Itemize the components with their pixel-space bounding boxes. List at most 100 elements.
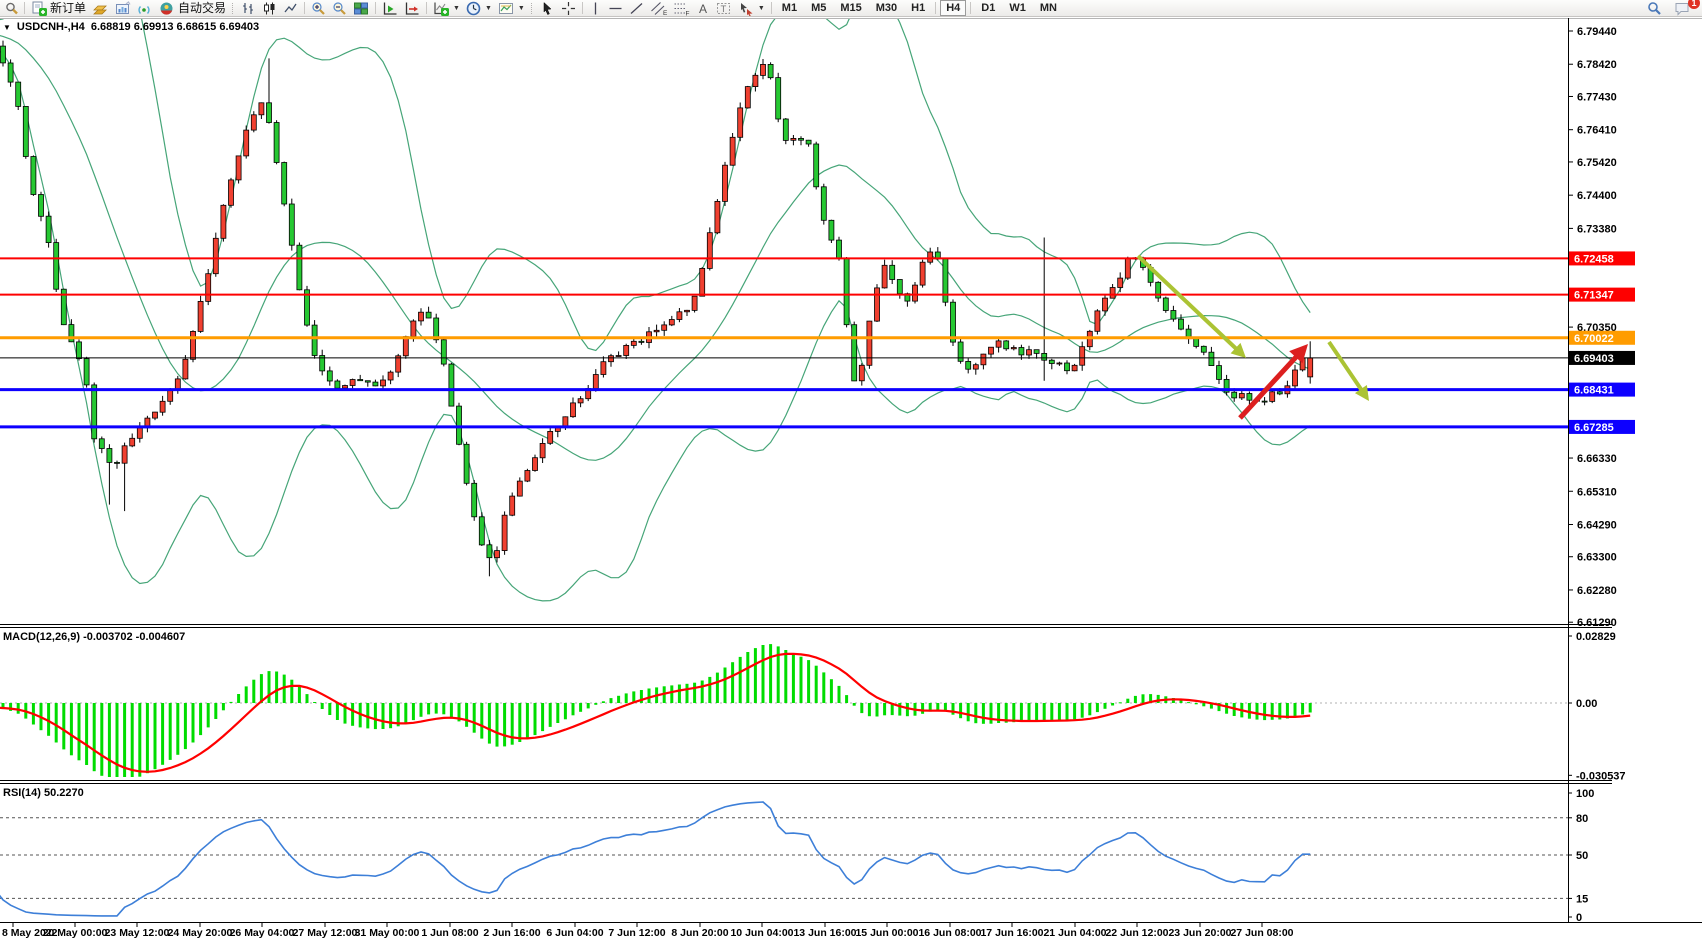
horizontal-line-tool-button[interactable]	[605, 1, 626, 16]
cursor-tool-button[interactable]	[537, 1, 558, 16]
equidistant-channel-tool-button[interactable]: E	[647, 1, 670, 16]
trendline-icon	[630, 2, 643, 14]
vertical-line-tool-button[interactable]	[586, 1, 605, 16]
price-axis[interactable]: 6.79440 6.78420 6.77430 6.76410 6.75420 6.744…	[1568, 26, 1635, 629]
rsi-axis: 100 80 50 15 0	[1568, 788, 1594, 924]
svg-text:31 May 00:00: 31 May 00:00	[355, 927, 420, 939]
market-watch-search-icon	[6, 2, 18, 14]
symbol-caret-icon[interactable]: ▼	[3, 22, 11, 32]
auto-scroll-icon	[383, 2, 397, 15]
fibonacci-icon: F	[674, 3, 689, 16]
horizontal-lines-layer[interactable]	[0, 257, 1568, 429]
candlestick-chart-button[interactable]	[259, 1, 280, 16]
toolbar-right-group: 1	[1644, 0, 1700, 16]
line-chart-button[interactable]	[280, 1, 301, 16]
timeframe-h1[interactable]: H1	[911, 2, 926, 14]
svg-text:6.74400: 6.74400	[1577, 190, 1617, 202]
svg-text:6.76410: 6.76410	[1577, 125, 1617, 137]
svg-text:23 Jun 20:00: 23 Jun 20:00	[1168, 927, 1231, 939]
separator	[375, 2, 377, 14]
svg-text:T: T	[720, 4, 726, 15]
zoom-in-button[interactable]	[308, 1, 329, 16]
candles-layer	[0, 40, 1314, 577]
timeframe-h4[interactable]: H4	[940, 0, 967, 16]
timeframe-mn[interactable]: MN	[1039, 2, 1057, 14]
symbol-title: USDCNH-,H4 6.68819 6.69913 6.68615 6.694…	[16, 21, 260, 33]
svg-text:21 Jun 04:00: 21 Jun 04:00	[1043, 927, 1106, 939]
templates-button[interactable]: ▼	[495, 1, 528, 16]
svg-text:1 Jun 08:00: 1 Jun 08:00	[421, 927, 478, 939]
svg-text:0.00: 0.00	[1576, 698, 1597, 710]
arrows-tool-icon	[740, 2, 753, 16]
svg-text:A: A	[699, 2, 707, 16]
trendline-tool-button[interactable]	[626, 1, 647, 16]
svg-text:26 May 04:00: 26 May 04:00	[230, 927, 295, 939]
signals-button[interactable]	[134, 1, 156, 16]
timeframe-w1[interactable]: W1	[1009, 2, 1026, 14]
autotrading-button[interactable]: 自动交易	[156, 1, 229, 16]
indicators-button[interactable]: ▼	[430, 1, 463, 16]
rsi-layer	[0, 801, 1568, 917]
timeframe-d1[interactable]: D1	[981, 2, 996, 14]
dropdown-caret-icon: ▼	[484, 4, 492, 12]
timeframe-m15[interactable]: M15	[840, 2, 862, 14]
chart-shift-icon	[405, 2, 419, 15]
svg-text:6.69403: 6.69403	[1574, 353, 1614, 365]
svg-text:6.65310: 6.65310	[1577, 486, 1617, 498]
separator	[770, 2, 772, 14]
cursor-icon	[543, 1, 552, 15]
dropdown-caret-icon: ▼	[517, 4, 525, 12]
svg-text:6.61290: 6.61290	[1577, 617, 1617, 629]
notifications-button[interactable]: 1	[1671, 0, 1700, 16]
crosshair-tool-button[interactable]	[558, 1, 579, 16]
periods-clock-icon	[466, 1, 481, 15]
vertical-line-icon	[594, 2, 596, 14]
publish-chart-icon	[116, 0, 131, 14]
auto-scroll-button[interactable]	[379, 1, 401, 16]
bollinger-bands-layer	[0, 19, 1311, 602]
search-button[interactable]	[1644, 1, 1665, 16]
separator	[970, 2, 972, 14]
text-icon: A	[699, 2, 707, 16]
svg-text:6.63300: 6.63300	[1577, 552, 1617, 564]
quotes-button[interactable]	[89, 1, 112, 16]
chart-shift-button[interactable]	[401, 1, 423, 16]
zoom-out-icon	[333, 1, 346, 15]
svg-text:6.66330: 6.66330	[1577, 453, 1617, 465]
timeframe-m5[interactable]: M5	[811, 2, 827, 14]
fibonacci-tool-button[interactable]: F	[670, 1, 693, 16]
periods-button[interactable]: ▼	[463, 1, 495, 16]
svg-text:6.72458: 6.72458	[1574, 253, 1614, 265]
publish-chart-button[interactable]	[112, 0, 134, 16]
svg-text:6.70022: 6.70022	[1574, 333, 1614, 345]
svg-text:22 Jun 12:00: 22 Jun 12:00	[1105, 927, 1168, 939]
tile-windows-button[interactable]	[350, 1, 372, 16]
text-tool-button[interactable]: A	[693, 1, 713, 16]
bar-chart-button[interactable]	[238, 1, 259, 16]
new-order-button[interactable]: 新订单	[28, 1, 89, 16]
arrows-tool-button[interactable]: ▼	[735, 1, 768, 16]
svg-text:6.62280: 6.62280	[1577, 585, 1617, 597]
toolbar-grip	[530, 2, 534, 14]
panel-frame-layer	[0, 18, 1702, 923]
market-watch-button[interactable]	[2, 1, 21, 16]
svg-text:17 Jun 16:00: 17 Jun 16:00	[980, 927, 1043, 939]
macd-indicator-label: MACD(12,26,9) -0.003702 -0.004607	[3, 631, 186, 643]
macd-layer	[0, 644, 1568, 777]
zoom-out-button[interactable]	[329, 1, 350, 16]
timeframe-m1[interactable]: M1	[781, 2, 798, 14]
svg-text:6.67285: 6.67285	[1574, 422, 1614, 434]
svg-text:6 Jun 04:00: 6 Jun 04:00	[546, 927, 603, 939]
bar-chart-icon	[243, 2, 253, 14]
svg-text:13 Jun 16:00: 13 Jun 16:00	[793, 927, 856, 939]
timeframe-m30[interactable]: M30	[875, 2, 898, 14]
svg-text:23 May 12:00: 23 May 12:00	[105, 927, 170, 939]
autotrading-icon	[160, 2, 173, 15]
svg-text:8 May 2022: 8 May 2022	[2, 927, 58, 939]
svg-text:27 Jun 08:00: 27 Jun 08:00	[1230, 927, 1293, 939]
text-label-tool-button[interactable]: T	[713, 1, 735, 16]
trend-arrows-layer[interactable]	[1136, 254, 1369, 420]
